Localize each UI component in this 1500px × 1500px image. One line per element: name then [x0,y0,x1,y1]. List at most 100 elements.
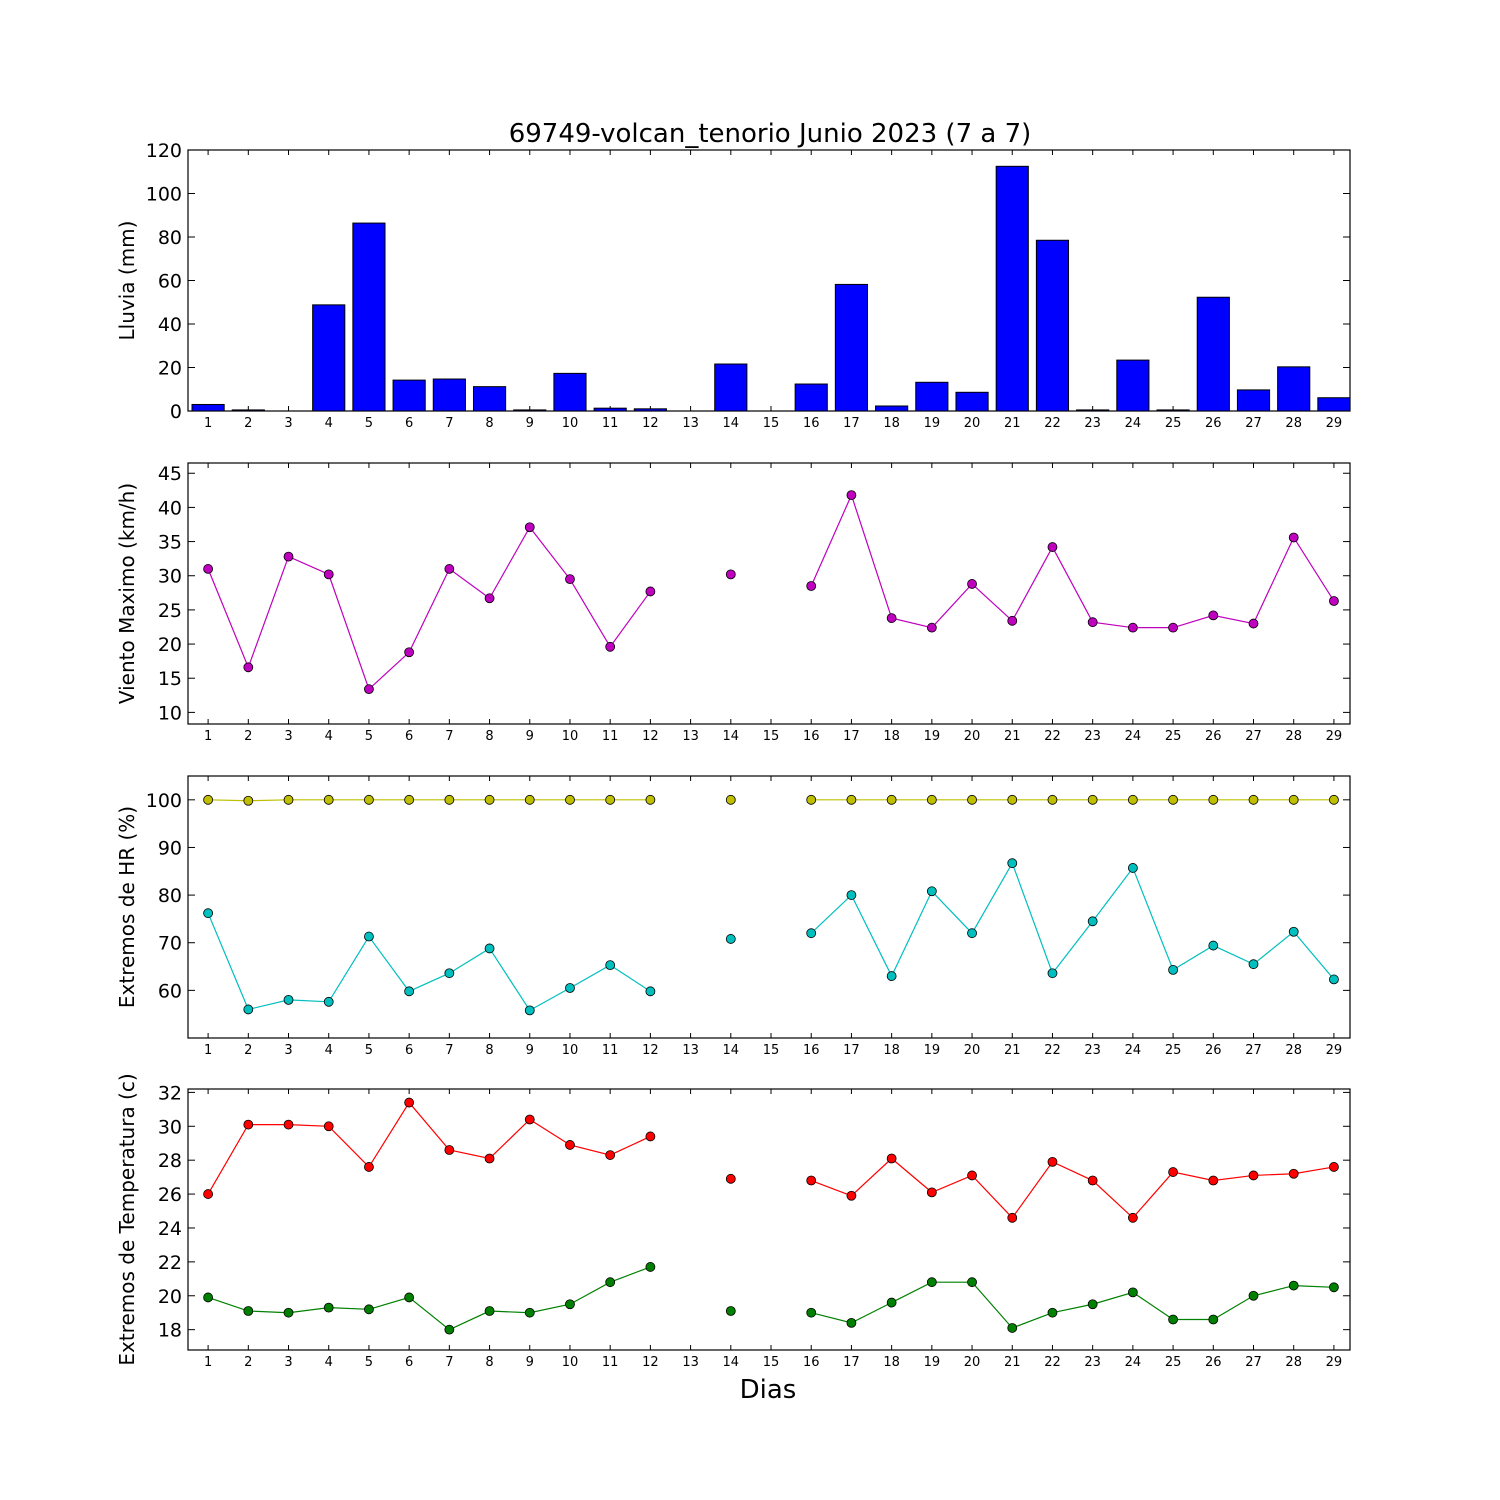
y-tick-label: 40 [158,314,182,336]
data-point [1288,794,1299,805]
x-tick-label: 17 [843,729,860,744]
y-tick-label: 32 [158,1082,182,1104]
bar [1236,389,1271,412]
y-tick-label: 24 [158,1218,182,1240]
data-point [364,794,374,805]
data-point [806,1307,817,1318]
data-point [524,1307,535,1318]
x-tick-label: 13 [682,416,699,431]
x-tick-label: 3 [284,1355,292,1370]
bar [553,372,587,412]
bar [995,165,1029,412]
x-tick-label: 11 [602,416,619,431]
x-tick-label: 4 [325,729,333,744]
series-line [811,1281,1334,1329]
data-point [846,1190,857,1201]
x-tick-label: 27 [1245,1043,1262,1058]
data-point [1127,794,1138,805]
data-point [203,908,214,919]
data-point [1329,794,1339,805]
series-line [207,1101,651,1195]
x-tick-label: 8 [485,729,493,744]
y-tick-label: 120 [146,140,182,162]
data-point [565,983,575,993]
bar [1196,296,1230,412]
data-point [444,1324,455,1335]
y-tick-label: 30 [158,1116,182,1138]
x-tick-label: 16 [803,416,820,431]
x-tick-label: 24 [1125,1355,1142,1370]
data-point [605,1150,616,1160]
x-tick-label: 25 [1165,729,1182,744]
bar [955,391,989,412]
x-tick-label: 22 [1044,1355,1061,1370]
data-point [806,794,817,805]
data-point [1087,794,1098,805]
axes-frame [187,462,1351,725]
data-point [1288,1280,1299,1291]
bar [1277,366,1311,412]
bar [1317,397,1351,412]
x-tick-label: 23 [1084,416,1101,431]
series-line [207,1266,651,1331]
x-tick-label: 11 [602,729,619,744]
data-point [846,1317,857,1328]
x-tick-label: 4 [325,1355,333,1370]
y-tick-label: 20 [158,358,182,380]
data-point [1047,1156,1058,1167]
data-point [725,569,736,580]
x-tick-label: 24 [1125,1043,1142,1058]
bar [633,408,667,412]
y-tick-label: 100 [146,790,182,812]
data-point [1047,794,1058,805]
data-point [404,794,415,805]
data-point [1329,1162,1339,1172]
x-tick-label: 17 [843,1355,860,1370]
data-point [283,551,294,562]
x-tick-label: 29 [1326,729,1343,744]
x-tick-label: 23 [1084,729,1101,744]
data-point [524,522,535,533]
x-tick-label: 28 [1285,1355,1302,1370]
x-tick-label: 6 [405,1043,413,1058]
data-point [203,1189,214,1199]
x-tick-label: 17 [843,1043,860,1058]
data-point [484,1153,495,1164]
x-tick-label: 12 [642,416,659,431]
data-point [364,1162,374,1172]
data-point [243,795,254,806]
data-point [967,1277,977,1288]
x-tick-label: 21 [1004,1355,1021,1370]
x-tick-label: 22 [1044,729,1061,744]
data-point [886,971,897,981]
axes-frame [187,1088,1351,1351]
x-tick-label: 23 [1084,1355,1101,1370]
y-tick-label: 28 [158,1150,182,1172]
data-point [846,794,857,805]
data-point [1127,622,1138,633]
data-point [1087,1175,1098,1186]
y-tick-label: 26 [158,1184,182,1206]
x-tick-label: 29 [1326,416,1343,431]
x-tick-label: 5 [365,729,373,744]
x-tick-label: 24 [1125,416,1142,431]
data-point [645,1262,656,1272]
data-point [364,1304,374,1315]
x-tick-label: 16 [803,1355,820,1370]
data-point [1329,1282,1339,1293]
bar [191,403,225,412]
data-point [886,794,897,805]
data-point [524,1114,535,1125]
data-point [725,1306,736,1316]
data-point [243,1004,254,1015]
data-point [1208,610,1219,621]
y-tick-label: 45 [158,463,182,485]
data-point [1288,926,1299,937]
bar [231,409,265,412]
x-tick-label: 10 [562,1355,579,1370]
data-point [565,574,575,585]
x-tick-label: 29 [1326,1043,1343,1058]
x-tick-label: 24 [1125,729,1142,744]
